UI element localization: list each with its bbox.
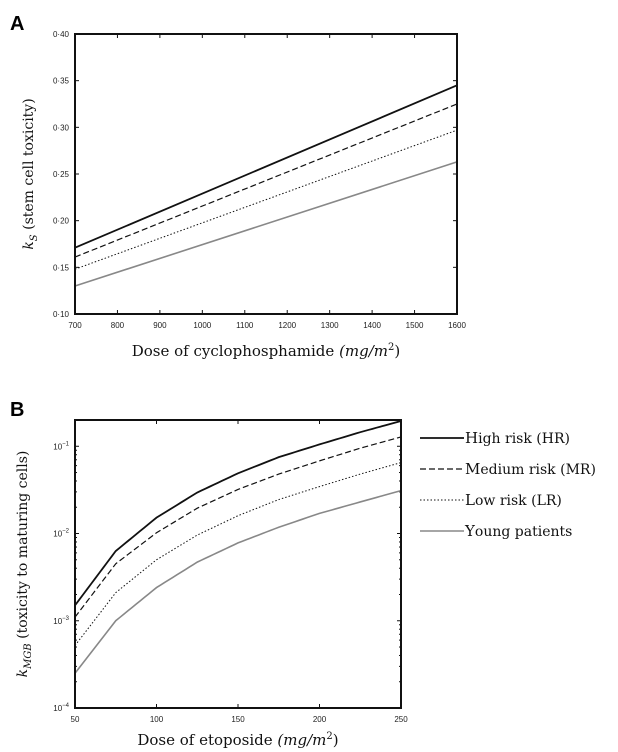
y-tick-label: 0·20 bbox=[53, 217, 70, 226]
legend-rest: igh risk (HR) bbox=[478, 431, 570, 447]
panel-a-ticks: 700 800 900 1000 1100 1200 1300 1400 1500 1600 0·1… bbox=[53, 30, 466, 330]
panel-a-ylabel-rest: (stem cell toxicity) bbox=[21, 98, 37, 234]
y-tick-label: 0·35 bbox=[53, 77, 70, 86]
y-tick-exp: −3 bbox=[62, 616, 70, 622]
y-tick-label: 0·25 bbox=[53, 170, 70, 179]
x-tick-label: 700 bbox=[68, 321, 82, 330]
panel-b-lines bbox=[74, 420, 402, 674]
legend-initial: H bbox=[465, 429, 478, 447]
series-line-young bbox=[74, 489, 402, 674]
panel-a: A 700 800 900 1000 1100 1200 1300 1400 1500 1600 0… bbox=[10, 13, 466, 360]
legend: High risk (HR) Medium risk (MR) Low risk (… bbox=[420, 429, 596, 540]
panel-a-ylabel-main: k bbox=[21, 241, 37, 249]
legend-rest: oung patients bbox=[475, 524, 572, 540]
panel-b-ylabel-main: k bbox=[15, 669, 31, 677]
legend-rest: edium risk (MR) bbox=[480, 462, 596, 478]
x-tick-label: 250 bbox=[394, 715, 408, 724]
y-tick-label: 0·10 bbox=[53, 310, 70, 319]
panel-b-ylabel-sub: MGB bbox=[23, 643, 34, 670]
panel-a-xlabel-main: Dose of cyclophosphamide bbox=[132, 342, 339, 360]
y-tick-base: 10 bbox=[53, 442, 62, 451]
x-tick-label: 1600 bbox=[448, 321, 466, 330]
panel-b-xlabel-math: (mg/m bbox=[277, 731, 326, 749]
series-line-lr bbox=[74, 129, 458, 270]
x-tick-label: 800 bbox=[111, 321, 125, 330]
legend-label-lr: Low risk (LR) bbox=[465, 491, 562, 509]
panel-a-lines bbox=[74, 84, 458, 287]
panel-a-xlabel-close: ) bbox=[394, 342, 400, 360]
panel-b-xlabel: Dose of etoposide (mg/m2) bbox=[137, 731, 338, 749]
y-tick-base: 10 bbox=[53, 704, 62, 713]
panel-b-xlabel-main: Dose of etoposide bbox=[137, 731, 277, 749]
legend-initial: M bbox=[465, 460, 480, 478]
panel-b-frame bbox=[74, 419, 402, 709]
y-tick-exp: −4 bbox=[62, 703, 70, 709]
series-line-young bbox=[74, 161, 458, 287]
panel-a-xlabel: Dose of cyclophosphamide (mg/m2) bbox=[132, 342, 401, 360]
panel-b-xlabel-close: ) bbox=[333, 731, 339, 749]
panel-a-xlabel-sup: 2 bbox=[388, 342, 394, 353]
legend-initial: Y bbox=[464, 522, 476, 540]
y-tick-label: 0·15 bbox=[53, 263, 70, 272]
legend-label-hr: High risk (HR) bbox=[465, 429, 570, 447]
x-tick-label: 1200 bbox=[278, 321, 296, 330]
panel-b-ylabel: kMGB (toxicity to maturing cells) bbox=[15, 451, 34, 678]
y-tick-label: 10−2 bbox=[53, 529, 69, 539]
panel-b-letter: B bbox=[10, 399, 24, 421]
x-tick-label: 1500 bbox=[406, 321, 424, 330]
panel-b-xlabel-sup: 2 bbox=[326, 731, 332, 742]
y-tick-label: 10−1 bbox=[53, 441, 69, 451]
y-tick-label: 0·40 bbox=[53, 30, 70, 39]
y-tick-label: 10−3 bbox=[53, 616, 69, 626]
x-tick-label: 200 bbox=[313, 715, 327, 724]
panel-a-ylabel: kS (stem cell toxicity) bbox=[21, 98, 40, 249]
legend-rest: ow risk (LR) bbox=[475, 493, 562, 509]
legend-label-young: Young patients bbox=[464, 522, 572, 540]
legend-label-mr: Medium risk (MR) bbox=[465, 460, 596, 478]
x-tick-label: 1300 bbox=[321, 321, 339, 330]
x-tick-label: 900 bbox=[153, 321, 167, 330]
series-line-hr bbox=[74, 420, 402, 606]
series-line-mr bbox=[74, 436, 402, 618]
legend-initial: L bbox=[465, 491, 475, 509]
x-tick-label: 1000 bbox=[193, 321, 211, 330]
panel-a-frame bbox=[74, 33, 458, 315]
series-line-hr bbox=[74, 84, 458, 249]
y-tick-label: 10−4 bbox=[53, 703, 69, 713]
panel-a-ylabel-sub: S bbox=[29, 234, 40, 241]
x-tick-label: 1400 bbox=[363, 321, 381, 330]
series-line-mr bbox=[74, 103, 458, 258]
y-tick-base: 10 bbox=[53, 617, 62, 626]
x-tick-label: 50 bbox=[71, 715, 80, 724]
panel-a-letter: A bbox=[10, 13, 24, 35]
panel-b-ylabel-rest: (toxicity to maturing cells) bbox=[15, 451, 31, 644]
x-tick-label: 100 bbox=[150, 715, 164, 724]
y-tick-base: 10 bbox=[53, 530, 62, 539]
x-tick-label: 1100 bbox=[236, 321, 254, 330]
y-tick-label: 0·30 bbox=[53, 123, 70, 132]
series-line-lr bbox=[74, 462, 402, 646]
x-tick-label: 150 bbox=[231, 715, 245, 724]
y-tick-exp: −1 bbox=[62, 441, 70, 447]
panel-a-xlabel-math: (mg/m bbox=[339, 342, 388, 360]
y-tick-exp: −2 bbox=[62, 529, 70, 535]
